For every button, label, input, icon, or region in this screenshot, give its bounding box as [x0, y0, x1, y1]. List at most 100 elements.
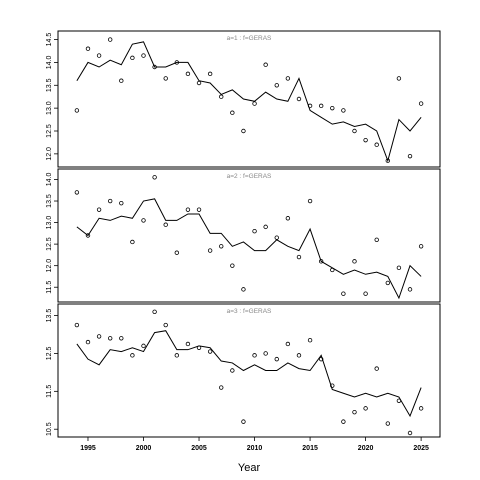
x-tick-label: 1995	[80, 445, 96, 452]
obs-point	[330, 267, 335, 273]
obs-point	[141, 218, 146, 223]
obs-point	[85, 339, 91, 345]
obs-point	[330, 105, 335, 111]
obs-point	[296, 96, 302, 102]
x-tick-label: 2000	[136, 445, 152, 452]
obs-point	[107, 336, 113, 341]
obs-point	[185, 207, 191, 212]
obs-point	[307, 198, 313, 204]
obs-point	[141, 343, 146, 349]
y-tick-label: 11.5	[46, 281, 53, 294]
obs-point	[407, 430, 413, 436]
obs-point	[174, 353, 180, 358]
obs-point	[207, 248, 213, 253]
obs-point	[74, 322, 80, 328]
obs-point	[330, 383, 335, 388]
panel-2: a=2 : f=GERAS 11.5 12.0 12.5 13.0 13.5 14.0	[46, 168, 441, 303]
y-tick-label: 12.5	[46, 347, 53, 361]
x-tick-label: 2015	[302, 445, 318, 452]
panel-frame	[57, 168, 441, 303]
obs-point	[352, 259, 357, 264]
x-tick-label: 2005	[191, 445, 207, 452]
obs-point	[163, 322, 168, 328]
obs-point	[163, 76, 168, 81]
x-tick-label: 2020	[358, 445, 374, 452]
obs-point	[385, 280, 391, 286]
x-tick-label: 2025	[413, 445, 429, 452]
obs-point	[318, 356, 324, 362]
obs-point	[96, 53, 102, 58]
obs-point	[374, 366, 379, 371]
y-tick-label: 13.0	[46, 216, 53, 230]
obs-point	[152, 64, 157, 70]
obs-point	[252, 353, 257, 358]
obs-point	[418, 101, 424, 106]
obs-point	[285, 76, 291, 81]
obs-point	[396, 76, 402, 81]
obs-point	[374, 142, 379, 147]
obs-point	[74, 190, 80, 195]
obs-point	[296, 254, 302, 260]
obs-point	[396, 265, 402, 271]
obs-point	[352, 409, 357, 415]
obs-point	[152, 309, 157, 314]
obs-point	[119, 336, 124, 341]
obs-point	[85, 233, 91, 238]
obs-point	[241, 128, 246, 134]
obs-point	[185, 71, 191, 77]
y-tick-label: 14.5	[46, 33, 53, 47]
obs-point	[107, 37, 113, 42]
obs-point	[363, 137, 368, 143]
obs-point	[318, 103, 324, 109]
obs-point	[285, 216, 291, 221]
fit-line	[76, 198, 422, 300]
obs-point	[96, 207, 102, 212]
y-tick-label: 12.0	[46, 259, 53, 273]
obs-point	[418, 406, 424, 411]
obs-point	[341, 291, 346, 296]
obs-point	[418, 244, 424, 249]
obs-point	[96, 334, 102, 339]
obs-point	[374, 237, 379, 243]
obs-point	[174, 60, 180, 65]
panel-title: a=3 : f=GERAS	[227, 308, 272, 315]
obs-point	[241, 419, 246, 424]
obs-point	[230, 263, 235, 268]
obs-point	[130, 239, 135, 245]
obs-point	[219, 385, 224, 390]
panel-title: a=1 : f=GERAS	[227, 35, 272, 42]
panel-title: a=2 : f=GERAS	[227, 173, 272, 180]
y-tick-label: 13.0	[46, 101, 53, 115]
obs-point	[407, 153, 413, 159]
obs-point	[363, 406, 368, 411]
obs-point	[196, 207, 202, 212]
obs-point	[163, 222, 168, 227]
panel-3: a=3 : f=GERAS 10.5 11.5 12.5 13.5	[46, 303, 441, 438]
y-tick-label: 14.0	[46, 173, 53, 187]
obs-point	[263, 224, 268, 230]
obs-point	[263, 62, 268, 67]
y-tick-label: 13.5	[46, 309, 53, 323]
obs-point	[274, 356, 279, 362]
y-tick-label: 12.5	[46, 124, 53, 138]
fit-line	[76, 330, 422, 418]
obs-point	[318, 259, 324, 264]
obs-point	[85, 46, 91, 51]
fit-line	[76, 41, 422, 163]
obs-point	[119, 78, 124, 83]
obs-point	[274, 83, 279, 88]
y-tick-label: 12.0	[46, 147, 53, 161]
obs-point	[230, 110, 235, 115]
y-tick-label: 13.5	[46, 194, 53, 208]
obs-point	[207, 71, 213, 77]
obs-point	[307, 103, 313, 109]
obs-point	[341, 419, 346, 424]
obs-point	[385, 158, 391, 163]
panel-1: a=1 : f=GERAS 12.0 12.5 13.0 13.5 14.0 14.5	[46, 30, 441, 168]
x-axis: 1995 2000 2005 2010 2015 2020 2025 Year	[80, 437, 429, 474]
obs-point	[363, 291, 368, 296]
obs-point	[307, 337, 313, 343]
y-tick-label: 10.5	[46, 422, 53, 436]
obs-point	[341, 108, 346, 113]
